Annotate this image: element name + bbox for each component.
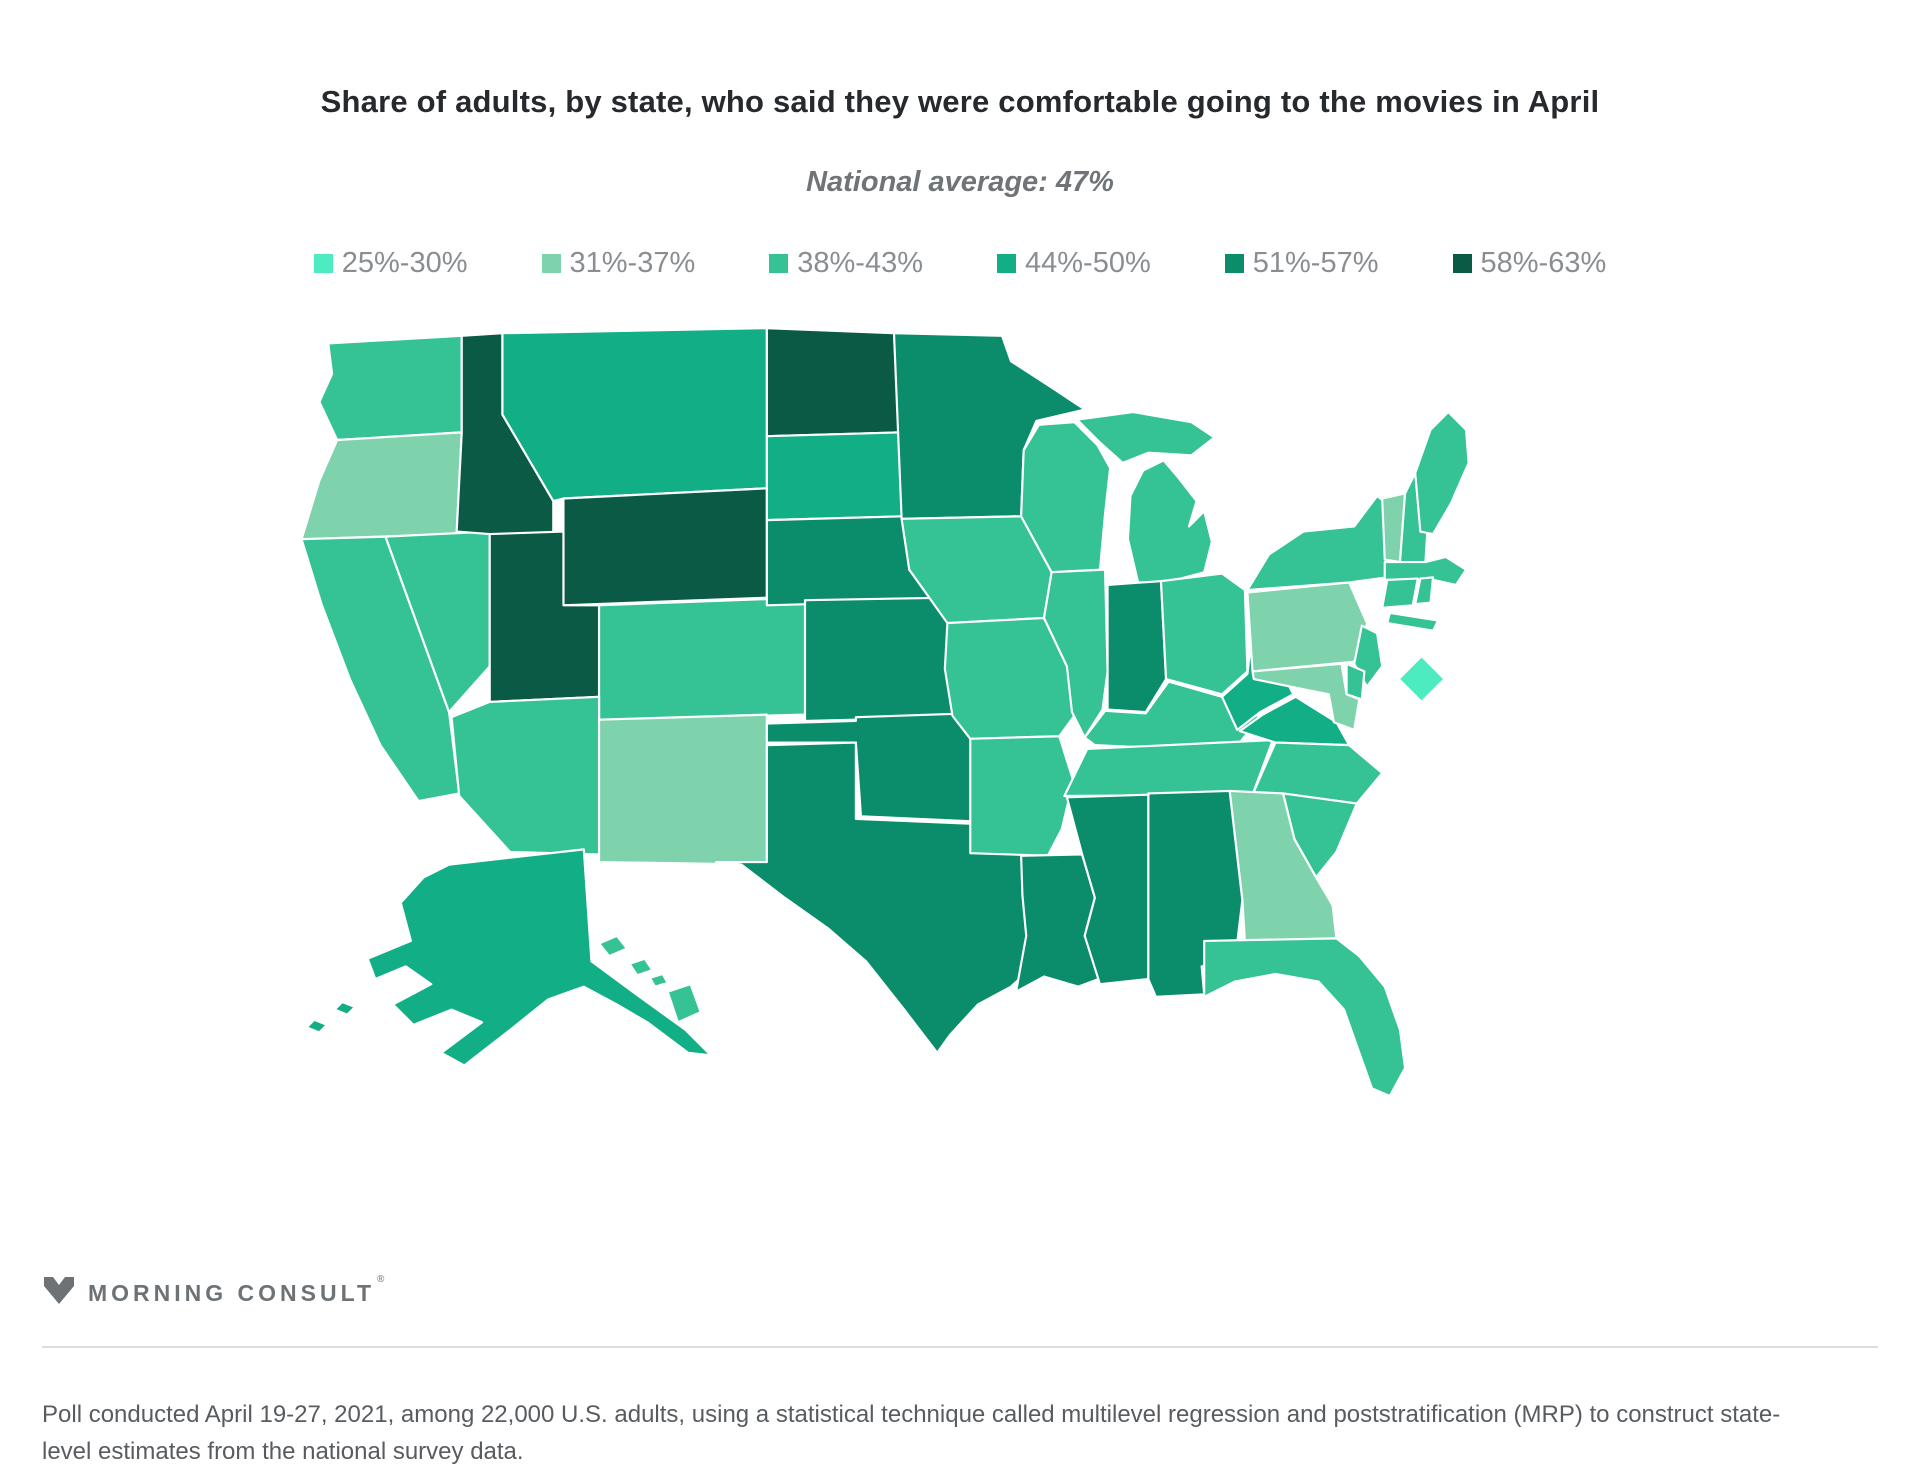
legend-label: 58%-63%	[1480, 247, 1607, 279]
registered-mark: ®	[377, 1274, 385, 1285]
state-hi: Hawaii (38%-43%)	[628, 957, 654, 977]
legend-item-3: 44%-50%	[997, 247, 1151, 280]
legend-swatch-icon	[313, 254, 333, 273]
state-in: Indiana (51%-57%)	[1106, 580, 1168, 714]
state-md: Maryland (31%-37%)	[1251, 662, 1361, 731]
legend-swatch-icon	[769, 254, 789, 273]
state-ms: Mississippi (51%-57%)	[1065, 793, 1150, 986]
header: Share of adults, by state, who said they…	[0, 84, 1920, 199]
us-map-svg: Washington (38%-43%)Oregon (31%-37%)Cali…	[300, 327, 1470, 1098]
state-ak: Alaska (44%-50%)	[333, 1000, 357, 1016]
legend-label: 25%-30%	[341, 247, 468, 279]
state-ny: New York (38%-43%)	[1386, 611, 1440, 632]
state-ak: Alaska (44%-50%)	[366, 848, 713, 1067]
state-mi: Michigan (38%-43%)	[1075, 410, 1216, 464]
state-pa: Pennsylvania (31%-37%)	[1246, 581, 1369, 673]
morning-consult-m-icon	[44, 1277, 74, 1304]
state-ks: Kansas (51%-57%)	[803, 596, 959, 723]
state-hi: Hawaii (38%-43%)	[597, 934, 629, 958]
footer-divider	[42, 1346, 1878, 1348]
legend-item-4: 51%-57%	[1224, 247, 1379, 280]
state-wa: Washington (38%-43%)	[318, 334, 463, 442]
methodology-note: Poll conducted April 19-27, 2021, among …	[42, 1401, 1781, 1466]
page-subtitle: National average: 47%	[806, 166, 1114, 198]
logo-wordmark: MORNING CONSULT®	[88, 1274, 385, 1306]
page-title: Share of adults, by state, who said they…	[320, 84, 1600, 119]
state-mi: Michigan (38%-43%)	[1126, 459, 1213, 584]
legend-item-5: 58%-63%	[1452, 247, 1607, 280]
legend: 25%-30% 31%-37% 38%-43% 44%-50% 51%-57% 58%-6…	[0, 247, 1920, 280]
us-choropleth-map: Washington (38%-43%)Oregon (31%-37%)Cali…	[0, 290, 1854, 1110]
state-mt: Montana (44%-50%)	[501, 327, 768, 503]
state-tn: Tennessee (38%-43%)	[1063, 738, 1274, 798]
state-nm: New Mexico (31%-37%)	[597, 713, 768, 866]
state-co: Colorado (38%-43%)	[597, 596, 807, 721]
legend-item-1: 31%-37%	[541, 247, 696, 280]
state-wy: Wyoming (58%-63%)	[562, 487, 768, 607]
state-ct: Connecticut (38%-43%)	[1381, 577, 1419, 609]
legend-swatch-icon	[1224, 254, 1244, 273]
state-ak: Alaska (44%-50%)	[305, 1018, 329, 1034]
legend-swatch-icon	[541, 254, 561, 273]
legend-label: 44%-50%	[1025, 247, 1151, 279]
legend-item-2: 38%-43%	[769, 247, 923, 280]
legend-label: 31%-37%	[569, 247, 696, 279]
state-dc: Washington, D.C. (25%-30%)	[1397, 655, 1446, 703]
state-sd: South Dakota (44%-50%)	[765, 431, 906, 522]
state-hi: Hawaii (38%-43%)	[666, 983, 702, 1024]
state-fl: Florida (38%-43%)	[1203, 937, 1407, 1098]
legend-label: 51%-57%	[1252, 247, 1379, 279]
state-ar: Arkansas (38%-43%)	[969, 735, 1075, 857]
state-ga: Georgia (31%-37%)	[1228, 789, 1338, 942]
state-az: Arizona (38%-43%)	[450, 695, 601, 856]
morning-consult-logo: MORNING CONSULT®	[42, 1274, 385, 1307]
legend-swatch-icon	[997, 254, 1016, 273]
legend-swatch-icon	[1452, 254, 1472, 273]
legend-item-0: 25%-30%	[313, 247, 468, 280]
state-ri: Rhode Island (38%-43%)	[1414, 576, 1435, 606]
state-oh: Ohio (38%-43%)	[1159, 572, 1249, 696]
state-nd: North Dakota (58%-63%)	[765, 327, 901, 438]
state-or: Oregon (31%-37%)	[300, 431, 463, 541]
state-de: Delaware (38%-43%)	[1345, 662, 1366, 701]
state-ny: New York (38%-43%)	[1246, 494, 1391, 592]
state-hi: Hawaii (38%-43%)	[648, 972, 669, 988]
state-me: Maine (38%-43%)	[1414, 410, 1470, 536]
legend-label: 38%-43%	[797, 247, 923, 279]
